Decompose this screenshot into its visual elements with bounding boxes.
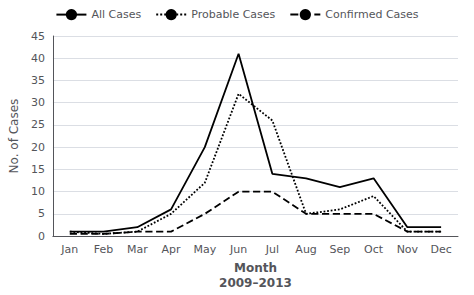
svg-text:15: 15 <box>31 163 45 176</box>
svg-text:Confirmed Cases: Confirmed Cases <box>325 8 419 21</box>
svg-text:35: 35 <box>31 74 45 87</box>
svg-text:Mar: Mar <box>127 243 148 256</box>
svg-text:All Cases: All Cases <box>91 8 141 21</box>
svg-text:20: 20 <box>31 141 45 154</box>
svg-text:May: May <box>193 243 216 256</box>
svg-text:Jul: Jul <box>265 243 279 256</box>
svg-text:0: 0 <box>38 230 45 243</box>
svg-text:Dec: Dec <box>430 243 451 256</box>
svg-text:40: 40 <box>31 52 45 65</box>
svg-text:Oct: Oct <box>364 243 384 256</box>
svg-text:Sep: Sep <box>329 243 350 256</box>
svg-text:Month: Month <box>234 261 277 275</box>
svg-text:25: 25 <box>31 118 45 131</box>
svg-text:Apr: Apr <box>162 243 182 256</box>
svg-text:Feb: Feb <box>94 243 113 256</box>
svg-text:45: 45 <box>31 30 45 43</box>
svg-text:Probable Cases: Probable Cases <box>191 8 275 21</box>
svg-text:2009–2013: 2009–2013 <box>219 276 292 290</box>
svg-text:Aug: Aug <box>295 243 316 256</box>
svg-text:Jun: Jun <box>229 243 247 256</box>
svg-text:No. of Cases: No. of Cases <box>7 99 21 174</box>
svg-text:10: 10 <box>31 185 45 198</box>
svg-text:5: 5 <box>38 207 45 220</box>
svg-text:30: 30 <box>31 96 45 109</box>
svg-text:Jan: Jan <box>60 243 78 256</box>
svg-text:Nov: Nov <box>397 243 419 256</box>
